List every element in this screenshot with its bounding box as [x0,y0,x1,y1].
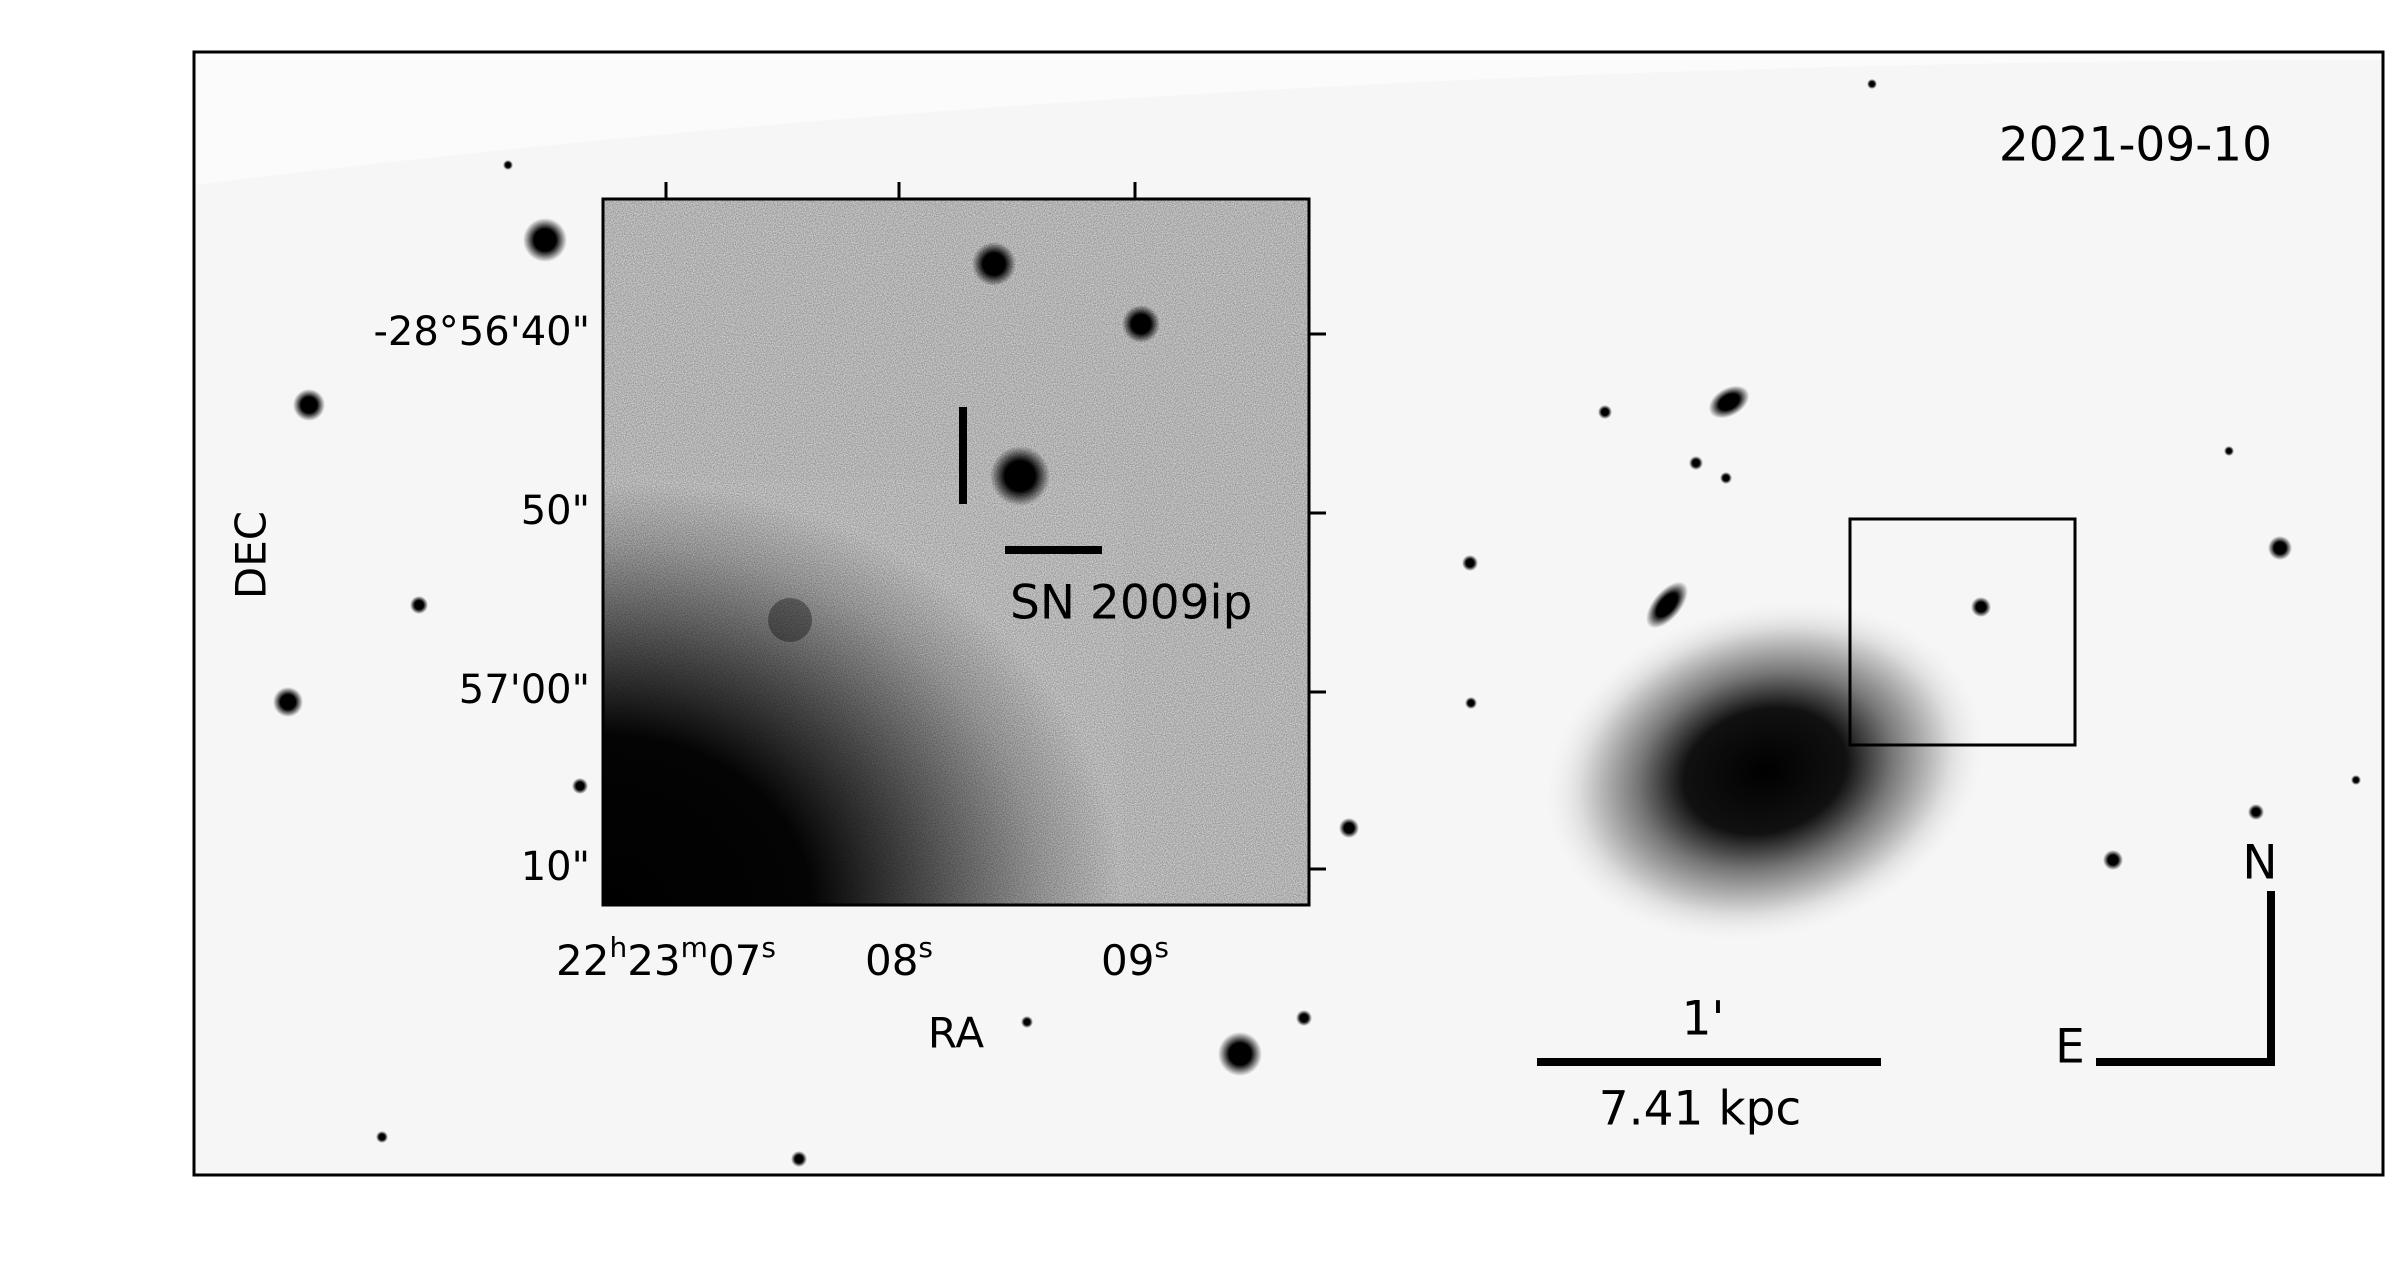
star [972,242,1016,286]
blob [768,598,812,642]
stars [273,79,2361,1167]
superscript: h [609,931,627,964]
annotation: SN 2009ip [1010,576,1252,631]
y-tick-label: -28°56'40" [373,309,590,355]
galaxy-companion [1646,581,1688,629]
x-tick-label: 08s [865,931,933,985]
galaxy-companion [1708,385,1750,419]
galaxy [1533,591,1997,951]
inset-frame [601,197,1311,907]
y-axis-label: DEC [227,511,276,599]
superscript: m [681,931,708,964]
tick-text: 23 [627,936,680,985]
y-tick-label: 57'00" [459,667,590,713]
edge [194,52,2383,185]
frame [192,50,2385,1177]
compass-east: E [2055,1020,2085,1075]
ticks: -28°56'40"50"57'00"10"22h23m07s 08s 09s [373,182,1326,985]
tick-text: 22 [556,936,609,985]
y-tick-label: 50" [521,488,590,534]
y-tick-label: 10" [521,844,590,890]
x-tick-label: 09s [1101,931,1169,985]
scale-distance: 7.41 kpc [1599,1082,1801,1137]
star [1122,305,1160,343]
superscript: s [918,931,933,964]
superscript: s [1154,931,1169,964]
compass [2096,891,2275,1066]
inset: SN 2009ip DEC RA -28°56'40" 50" 57'00" 10" 2… [227,182,1326,1058]
noise [603,199,1309,905]
compass-north: N [2242,836,2277,891]
tick-text: 08 [865,936,918,985]
scale-angle: 1' [1682,992,1725,1047]
sn-source [990,446,1050,506]
x-axis-label: RA [928,1009,984,1058]
superscript: s [761,931,776,964]
zoom-box [1848,517,2077,747]
date: 2021-09-10 [1999,118,2272,173]
x-tick-label: 22h23m07s [556,931,776,985]
tick-text: 09 [1101,936,1154,985]
tick-text: 07 [708,936,761,985]
